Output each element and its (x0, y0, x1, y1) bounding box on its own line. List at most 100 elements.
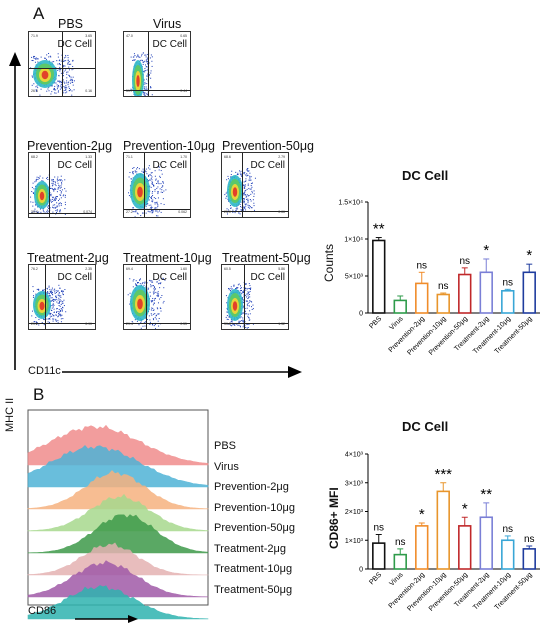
significance-label: * (462, 500, 468, 517)
y-tick-label: 1×10⁴ (344, 237, 363, 244)
bar (393, 553, 407, 570)
flow-plot: DC Cell 68.2 1.33 30.4 0.074 (28, 152, 96, 218)
gate-vertical (45, 265, 46, 329)
bar (372, 239, 386, 314)
flow-plot: DC Cell 76.2 2.35 21.1 0.90 (28, 264, 96, 330)
quadrant-percentage: 1.70 (180, 155, 187, 159)
histogram-label: PBS (214, 440, 237, 452)
x-axis-label-cd11c: CD11c (28, 365, 61, 377)
significance-label: ns (459, 256, 470, 267)
gate-vertical (146, 265, 147, 329)
histogram-label: Prevention-2μg (214, 481, 289, 493)
histogram-curve (27, 470, 209, 510)
category-label: PBS (368, 315, 383, 330)
significance-label: * (483, 242, 489, 259)
gate-vertical (49, 153, 50, 217)
quadrant-percentage: 1.60 (180, 267, 187, 271)
y-tick-label: 3×10³ (345, 480, 364, 487)
dc-cell-label: DC Cell (250, 160, 285, 171)
dc-cell-label: DC Cell (152, 39, 187, 50)
significance-label: * (526, 247, 532, 264)
category-label: Treatment-10μg (472, 315, 512, 355)
quadrant-percentage: 68.2 (31, 155, 38, 159)
quadrant-percentage: 27.2 (126, 210, 133, 214)
category-label: Treatment-50μg (494, 315, 534, 355)
chart1-title: DC Cell (402, 168, 449, 183)
quadrant-percentage: 2.79 (278, 155, 285, 159)
plot-title-treatment-50: Treatment-50μg (222, 251, 311, 265)
gate-horizontal (124, 323, 190, 324)
quadrant-percentage: 30.8 (224, 322, 231, 326)
category-label: Prevention-10μg (406, 571, 447, 612)
gate-horizontal (222, 211, 288, 212)
plot-title-treatment-2: Treatment-2μg (27, 251, 109, 265)
y-tick-label: 5×10³ (345, 274, 364, 281)
histogram-curve (27, 444, 209, 488)
quadrant-percentage: 3.65 (85, 34, 92, 38)
bar (501, 539, 515, 570)
y-tick-label: 2×10³ (345, 509, 364, 516)
quadrant-percentage: 0.16 (85, 89, 92, 93)
significance-label: ns (524, 534, 535, 545)
category-label: Virus (389, 315, 405, 331)
cd86-histogram-overlay (27, 409, 209, 623)
histogram-label: Virus (214, 460, 239, 473)
histogram-label: Treatment-2μg (214, 542, 286, 555)
significance-label: ns (502, 524, 513, 535)
plot-title-treatment-10: Treatment-10μg (123, 251, 212, 265)
quadrant-percentage: 0.44 (180, 89, 187, 93)
quadrant-percentage: 0.66 (278, 210, 285, 214)
significance-label: ** (480, 486, 492, 503)
significance-label: ns (438, 281, 449, 292)
bar (436, 293, 450, 314)
category-label: Treatment-10μg (472, 571, 512, 611)
quadrant-percentage: 1.32 (278, 322, 285, 326)
bar (458, 273, 472, 314)
gate-vertical (144, 153, 145, 217)
quadrant-percentage: 51.7 (126, 89, 133, 93)
gate-vertical (242, 153, 243, 217)
significance-label: * (419, 506, 425, 523)
y-tick-label: 1.5×10⁴ (338, 200, 363, 207)
quadrant-percentage: 21.1 (31, 322, 38, 326)
cd86-arrowhead (128, 615, 138, 623)
quadrant-percentage: 71.1 (126, 155, 133, 159)
gate-vertical (244, 265, 245, 329)
quadrant-percentage: 47.0 (126, 34, 133, 38)
histogram-curve (27, 514, 209, 554)
category-label: Prevention-50μg (428, 571, 469, 612)
flow-plot: DC Cell 47.0 0.65 51.7 0.44 (123, 31, 191, 97)
plot-title-virus: Virus (153, 17, 182, 31)
histogram-label: Treatment-10μg (214, 563, 293, 575)
y-tick-label: 0 (359, 567, 363, 574)
bar (436, 490, 450, 570)
flow-plot: DC Cell 60.5 5.86 30.8 1.32 (221, 264, 289, 330)
gate-horizontal (29, 213, 95, 214)
plot-title-prevention-2: Prevention-2μg (27, 139, 113, 153)
category-label: Prevention-10μg (406, 315, 447, 356)
bar (479, 516, 493, 570)
flow-plot: DC Cell 69.4 1.60 29.4 0.55 (123, 264, 191, 330)
bar (501, 290, 515, 314)
panel-a-label: A (33, 4, 45, 23)
flow-plot: DC Cell 71.9 3.65 26.3 0.16 (28, 31, 96, 97)
quadrant-percentage: 60.5 (224, 267, 231, 271)
dc-cell-label: DC Cell (250, 272, 285, 283)
category-label: PBS (368, 571, 383, 586)
y-tick-label: 4×10³ (345, 452, 364, 459)
histogram-label: Prevention-10μg (214, 501, 295, 514)
category-label: Treatment-50μg (494, 571, 534, 611)
plot-title-pbs: PBS (58, 17, 84, 31)
quadrant-percentage: 0.90 (85, 322, 92, 326)
plot-title-prevention-50: Prevention-50μg (222, 139, 314, 153)
dc-cell-label: DC Cell (152, 160, 187, 171)
y-tick-label: 1×10³ (345, 538, 364, 545)
dc-cell-label: DC Cell (57, 160, 92, 171)
quadrant-percentage: 71.9 (31, 34, 38, 38)
significance-label: *** (434, 466, 452, 483)
bar (522, 548, 536, 570)
plot-title-prevention-10: Prevention-10μg (123, 139, 215, 153)
bar (393, 299, 407, 314)
